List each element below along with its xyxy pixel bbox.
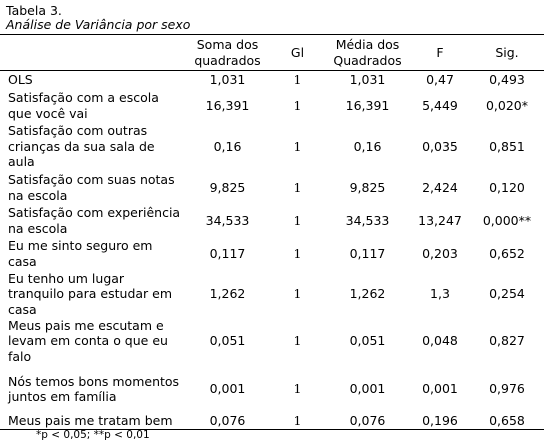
column-header: Gl (290, 44, 305, 60)
cell: 34,533 (345, 212, 390, 228)
cell: 0,076 (349, 413, 386, 428)
cell: 0,16 (213, 138, 242, 154)
cell: 0,048 (422, 333, 458, 349)
anova-table: Soma dos quadrados Gl Média dos Quadrados F… (0, 34, 544, 430)
cell: 1 (293, 179, 302, 195)
column-header: Média dos Quadrados (333, 37, 402, 68)
cell: 0,051 (349, 333, 386, 349)
cell: 0,120 (489, 179, 525, 195)
cell: 0,001 (422, 381, 458, 397)
cell: 1 (293, 138, 302, 154)
cell: 16,391 (345, 97, 390, 113)
header-row: Soma dos quadrados Gl Média dos Quadrados F… (0, 34, 544, 71)
row-label: Satisfação com a escola que você vai (8, 90, 159, 121)
cell: 0,976 (489, 381, 525, 397)
row-label: Satisfação com suas notas na escola (8, 172, 175, 203)
cell: 1,031 (349, 72, 386, 87)
table-row: Meus pais me tratam bem 0,076 1 0,076 0,196 0… (0, 413, 544, 429)
cell: 0,000** (482, 212, 532, 228)
cell: 0,020* (485, 97, 529, 113)
column-header: F (436, 44, 444, 60)
footnote: *p < 0,05; **p < 0,01 (36, 429, 150, 441)
table-row: Nós temos bons momentos juntos em famíli… (0, 365, 544, 413)
cell: 1,262 (209, 286, 246, 301)
cell: 5,449 (422, 97, 458, 113)
column-header: Sig. (495, 44, 519, 60)
cell: 16,391 (205, 97, 250, 113)
cell: 1 (293, 333, 302, 349)
column-header (0, 35, 185, 71)
table-row: Satisfação com suas notas na escola 9,825… (0, 171, 544, 205)
cell: 0,035 (422, 138, 458, 154)
cell: 1,262 (349, 286, 386, 301)
cell: 0,196 (422, 413, 458, 428)
cell: 0,117 (349, 245, 386, 261)
table-row: Eu tenho um lugar tranquilo para estudar… (0, 271, 544, 318)
row-label: Eu tenho um lugar tranquilo para estudar… (8, 270, 173, 317)
table-row: Satisfação com outras crianças da sua sa… (0, 123, 544, 171)
cell: 0,652 (489, 245, 525, 261)
cell: 0,001 (209, 381, 246, 397)
cell: 1 (293, 72, 302, 87)
cell: 0,203 (422, 245, 458, 261)
cell: 0,47 (426, 72, 454, 87)
cell: 1 (293, 286, 302, 301)
table-row: Satisfação com experiência na escola 34,5… (0, 205, 544, 237)
row-label: Eu me sinto seguro em casa (8, 238, 153, 269)
row-label: Satisfação com experiência na escola (8, 205, 181, 236)
cell: 1 (293, 381, 302, 397)
cell: 0,16 (353, 138, 382, 154)
cell: 0,001 (349, 381, 386, 397)
cell: 1 (293, 97, 302, 113)
column-header: Soma dos quadrados (194, 37, 261, 68)
cell: 0,051 (209, 333, 246, 349)
cell: 13,247 (418, 212, 462, 228)
cell: 0,851 (489, 138, 525, 154)
table-title: Tabela 3. (6, 3, 62, 18)
cell: 9,825 (349, 179, 386, 195)
table-row: Satisfação com a escola que você vai 16,3… (0, 89, 544, 123)
table-row: Eu me sinto seguro em casa 0,117 1 0,117 0,2… (0, 237, 544, 271)
cell: 9,825 (209, 179, 246, 195)
cell: 0,254 (489, 286, 525, 301)
row-label: Meus pais me tratam bem (8, 413, 173, 428)
table-row: OLS 1,031 1 1,031 0,47 0,493 (0, 71, 544, 89)
cell: 1 (293, 212, 302, 228)
cell: 0,827 (489, 333, 525, 349)
row-label: Meus pais me escutam e levam em conta o … (8, 317, 168, 364)
cell: 34,533 (205, 212, 250, 228)
cell: 1 (293, 245, 302, 261)
cell: 0,117 (209, 245, 246, 261)
row-label: Nós temos bons momentos juntos em famíli… (8, 373, 180, 405)
row-label: Satisfação com outras crianças da sua sa… (8, 123, 155, 170)
cell: 1,3 (430, 286, 450, 301)
cell: 2,424 (422, 179, 458, 195)
cell: 0,658 (489, 413, 525, 428)
cell: 0,076 (209, 413, 246, 428)
table-head: Soma dos quadrados Gl Média dos Quadrados F… (0, 34, 544, 71)
cell: 1 (293, 413, 302, 428)
table-subtitle: Análise de Variância por sexo (6, 17, 191, 32)
cell: 0,493 (489, 72, 525, 87)
cell: 1,031 (209, 72, 246, 87)
row-label: OLS (8, 72, 33, 87)
table-row: Meus pais me escutam e levam em conta o … (0, 317, 544, 365)
table-body: OLS 1,031 1 1,031 0,47 0,493 Satisfação com a … (0, 71, 544, 429)
